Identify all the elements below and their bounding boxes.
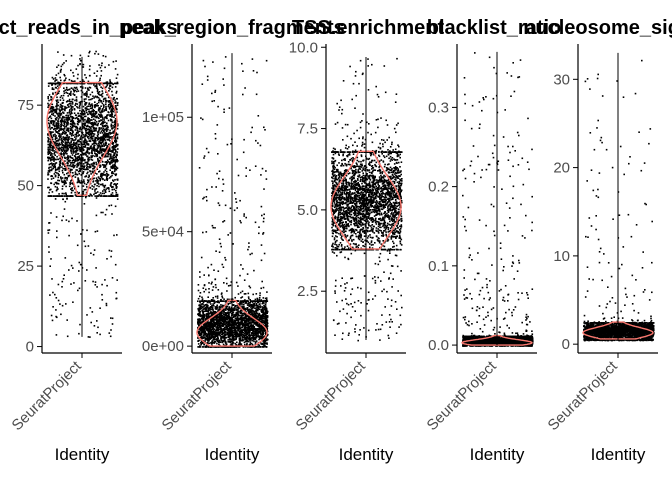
panel-4: blacklist_ratio 0.0 0.1 0.2 0.3 SeuratProject… [424,17,562,464]
panel-2: peak_region_fragments 0e+00 5e+04 1e+05 Seur… [119,17,345,464]
y-tick-label: 25 [17,258,34,275]
x-axis-label: Identity [55,445,110,464]
x-tick-label: SeuratProject [293,357,370,434]
y-tick-label: 0.3 [428,99,449,116]
y-tick-label: 30 [553,71,570,88]
jitter-points [331,57,403,342]
y-tick-label: 0.2 [428,179,449,196]
jitter-points [197,56,269,348]
y-tick-label: 10 [553,248,570,265]
y-tick-label: 1e+05 [142,109,184,126]
violin-shape [196,299,268,347]
y-tick-label: 10.0 [289,39,318,56]
panel-title: nucleosome_signal [523,17,672,39]
panel-3: TSS.enrichment 2.5 5.0 7.5 10.0 SeuratProject… [289,17,445,464]
panel-5: nucleosome_signal 0 10 20 30 SeuratProject Ide… [523,17,672,464]
jitter-points [47,50,119,338]
violin-shape [46,81,118,196]
x-axis-label: Identity [205,445,260,464]
y-tick-label: 0.0 [428,337,449,354]
x-axis-label: Identity [470,445,525,464]
x-axis-label: Identity [339,445,394,464]
violin-shape [461,334,533,346]
violin-shape [330,150,402,250]
y-tick-label: 0 [562,336,570,353]
violin-shape [582,321,654,340]
y-tick-label: 5e+04 [142,224,184,241]
y-tick-label: 20 [553,160,570,177]
panel-title: peak_region_fragments [119,17,345,39]
panel-title: TSS.enrichment [292,17,445,39]
y-tick-label: 0e+00 [142,338,184,355]
x-tick-label: SeuratProject [545,357,622,434]
y-tick-label: 50 [17,178,34,195]
y-tick-label: 5.0 [297,202,318,219]
y-tick-label: 7.5 [297,121,318,138]
panel-title: blacklist_ratio [427,17,562,39]
y-tick-label: 2.5 [297,283,318,300]
y-tick-label: 0.1 [428,258,449,275]
x-axis-label: Identity [591,445,646,464]
jitter-points [462,52,534,347]
x-tick-label: SeuratProject [159,357,236,434]
y-tick-label: 0 [26,339,34,356]
jitter-points [583,59,655,342]
y-tick-label: 75 [17,97,34,114]
x-tick-label: SeuratProject [9,357,86,434]
x-tick-label: SeuratProject [424,357,501,434]
panel-title: pct_reads_in_peaks [0,17,178,39]
